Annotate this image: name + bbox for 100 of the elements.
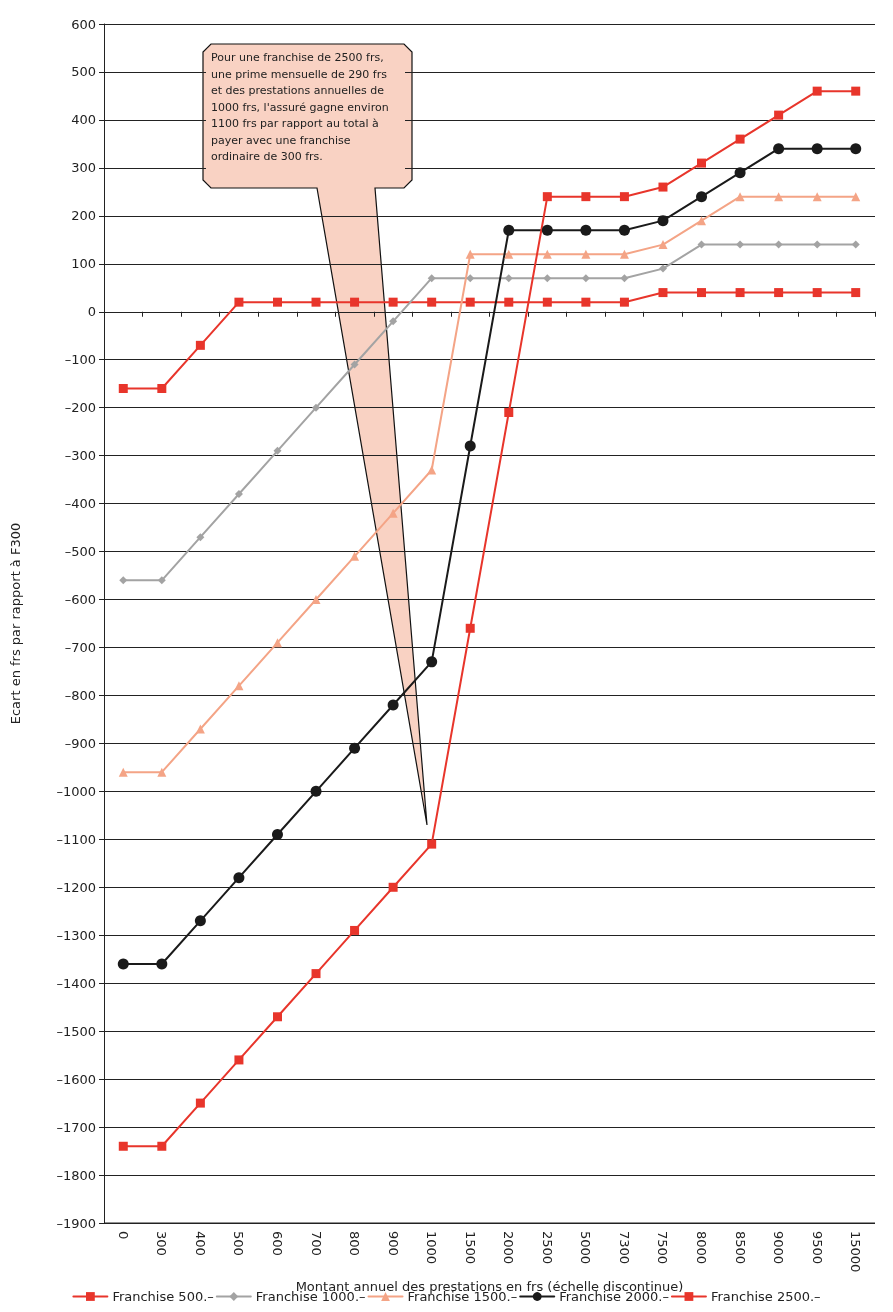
point (118, 1141, 128, 1151)
point (658, 240, 668, 250)
point (697, 288, 707, 298)
y-tick-label: 200 (71, 208, 96, 224)
x-tick-label: 600 (269, 1231, 285, 1256)
point (350, 360, 359, 369)
x-tick-label: 8000 (694, 1231, 710, 1265)
point (850, 143, 862, 155)
point (504, 297, 514, 307)
y-tick-label: 300 (71, 160, 96, 176)
y-tick-label: –500 (64, 544, 96, 560)
y-tick-label: –200 (64, 400, 96, 416)
point (234, 490, 243, 499)
point (233, 872, 245, 884)
point (195, 1098, 205, 1108)
point (735, 288, 745, 298)
point (117, 958, 129, 970)
y-tick-label: –1600 (56, 1071, 96, 1087)
x-tick-label: 15000 (848, 1231, 864, 1273)
point (542, 192, 552, 202)
point (156, 958, 168, 970)
point (349, 742, 361, 754)
point (466, 274, 475, 283)
point (541, 224, 553, 236)
point (273, 446, 282, 455)
x-tick-label: 0 (115, 1231, 131, 1240)
y-tick-label: –1400 (56, 975, 96, 991)
point (620, 274, 629, 283)
x-tick-label: 700 (308, 1231, 324, 1256)
point (312, 403, 321, 412)
y-tick-label: 100 (71, 256, 96, 272)
x-tick-label: 1000 (424, 1231, 440, 1265)
y-tick-label: 0 (87, 304, 96, 320)
y-tick-label: –1900 (56, 1215, 96, 1231)
point (542, 249, 552, 259)
y-tick-label: –700 (64, 639, 96, 655)
point (387, 699, 399, 711)
point (272, 638, 282, 648)
point (311, 969, 321, 979)
x-tick-label: 1500 (462, 1231, 478, 1265)
y-tick-label: –800 (64, 687, 96, 703)
point (388, 882, 398, 892)
point (773, 143, 785, 155)
point (658, 288, 668, 298)
point (735, 192, 745, 202)
y-tick-label: –900 (64, 735, 96, 751)
point (427, 297, 437, 307)
point (195, 724, 205, 734)
point (812, 86, 822, 96)
y-tick-label: –1300 (56, 927, 96, 943)
point (581, 249, 591, 259)
point (388, 508, 398, 518)
x-tick-label: 400 (192, 1231, 208, 1256)
y-axis-title: Ecart en frs par rapport à F300 (8, 522, 23, 725)
point (350, 297, 360, 307)
y-tick-label: –600 (64, 592, 96, 608)
point (465, 297, 475, 307)
point (581, 192, 591, 202)
y-tick-label: –400 (64, 496, 96, 512)
point (311, 595, 321, 605)
x-tick-label: 7500 (655, 1231, 671, 1265)
point (813, 240, 822, 249)
x-tick-label: 900 (385, 1231, 401, 1256)
point (657, 215, 669, 227)
point (234, 681, 244, 691)
point (851, 240, 860, 249)
point (658, 264, 667, 273)
x-tick-label: 5000 (578, 1231, 594, 1265)
point (196, 533, 205, 542)
point (311, 297, 321, 307)
x-tick-label: 2000 (501, 1231, 517, 1265)
y-tick-label: 500 (71, 64, 96, 80)
point (697, 240, 706, 249)
point (697, 216, 707, 226)
point (194, 915, 206, 927)
point (736, 240, 745, 249)
point (157, 767, 167, 777)
point (774, 288, 784, 298)
point (388, 297, 398, 307)
point (427, 465, 437, 475)
x-tick-label: 9500 (809, 1231, 825, 1265)
point (811, 143, 823, 155)
point (543, 274, 552, 283)
point (658, 182, 668, 192)
y-tick-label: –1500 (56, 1023, 96, 1039)
x-tick-label: 9000 (771, 1231, 787, 1265)
point (427, 839, 437, 849)
point (581, 297, 591, 307)
y-tick-label: –1100 (56, 831, 96, 847)
point (774, 110, 784, 120)
point (465, 249, 475, 259)
y-tick-label: –100 (64, 352, 96, 368)
point (851, 86, 861, 96)
point (812, 288, 822, 298)
y-tick-label: 600 (71, 16, 96, 32)
x-tick-label: 800 (347, 1231, 363, 1256)
point (503, 224, 515, 236)
point (272, 297, 282, 307)
x-tick-label: 2500 (539, 1231, 555, 1265)
point (580, 224, 592, 236)
